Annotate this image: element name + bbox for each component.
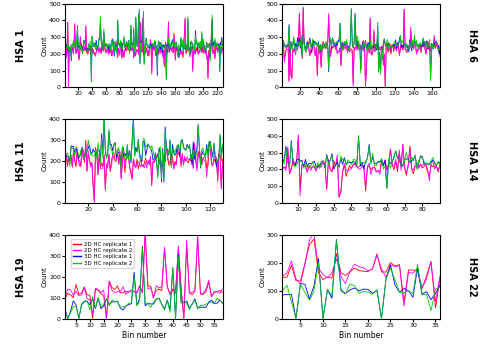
Text: HSA 6: HSA 6 [466, 29, 476, 62]
Text: HSA 11: HSA 11 [16, 141, 26, 181]
Y-axis label: Count: Count [42, 266, 48, 287]
Text: HSA 22: HSA 22 [466, 257, 476, 297]
Y-axis label: Count: Count [259, 151, 265, 171]
Text: HSA 1: HSA 1 [16, 29, 26, 62]
X-axis label: Bin number: Bin number [122, 331, 166, 339]
Legend: 2D HC replicate 1, 2D HC replicate 2, 3D HC replicate 1, 3D HC replicate 2: 2D HC replicate 1, 2D HC replicate 2, 3D… [71, 239, 134, 268]
X-axis label: Bin number: Bin number [339, 331, 384, 339]
Y-axis label: Count: Count [42, 35, 48, 56]
Text: HSA 19: HSA 19 [16, 257, 26, 297]
Y-axis label: Count: Count [259, 266, 265, 287]
Text: HSA 14: HSA 14 [466, 141, 476, 181]
Y-axis label: Count: Count [259, 35, 265, 56]
Y-axis label: Count: Count [42, 151, 48, 171]
